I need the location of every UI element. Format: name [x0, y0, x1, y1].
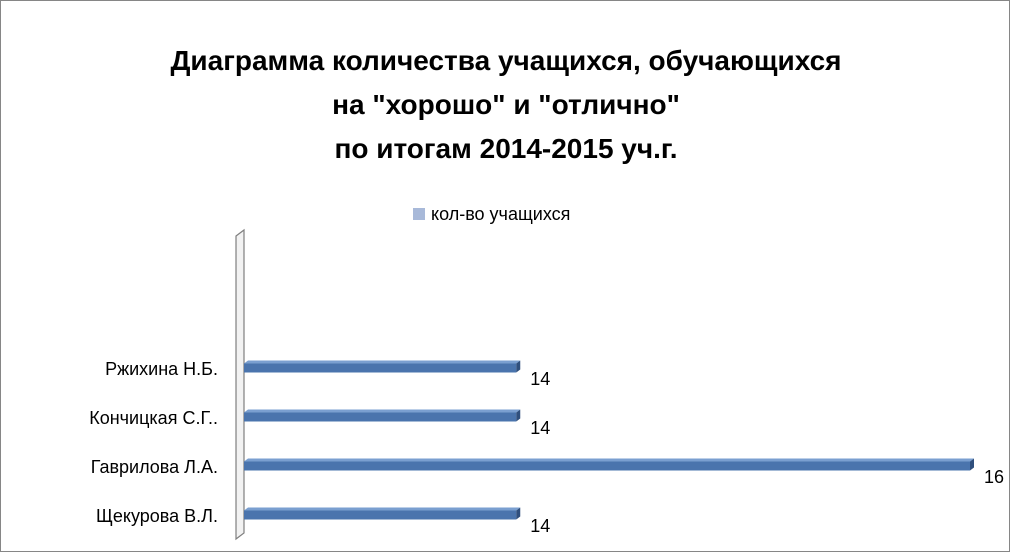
- bar-end: [516, 360, 521, 373]
- category-label: Кончицкая С.Г..: [89, 408, 218, 428]
- bar-end: [516, 507, 521, 520]
- bar-end: [970, 458, 974, 471]
- bar-top: [244, 409, 521, 413]
- bar: [244, 363, 517, 373]
- data-label: 14: [530, 418, 550, 438]
- bar-top: [244, 507, 521, 511]
- data-label: 14: [530, 516, 550, 536]
- chart-legend: кол-во учащихся: [413, 202, 570, 226]
- chart-title-line-3: по итогам 2014-2015 уч.г.: [334, 133, 678, 164]
- bar-end: [516, 409, 521, 422]
- chart-title-line-2: на "хорошо" и "отлично": [332, 89, 680, 120]
- data-label: 14: [530, 369, 550, 389]
- category-label: Гаврилова Л.А.: [91, 457, 218, 477]
- bar-top: [244, 458, 974, 462]
- bar: [244, 412, 517, 422]
- legend-swatch: [413, 208, 425, 220]
- axis-wall: [235, 228, 245, 541]
- chart-title-line-1: Диаграмма количества учащихся, обучающих…: [170, 45, 842, 76]
- category-label: Ржихина Н.Б.: [105, 359, 218, 379]
- data-label: 16: [984, 467, 1004, 487]
- bar: [244, 461, 970, 471]
- category-label: Щекурова В.Л.: [96, 506, 218, 526]
- bar-top: [244, 360, 521, 364]
- bar: [244, 510, 517, 520]
- legend-label: кол-во учащихся: [431, 203, 571, 224]
